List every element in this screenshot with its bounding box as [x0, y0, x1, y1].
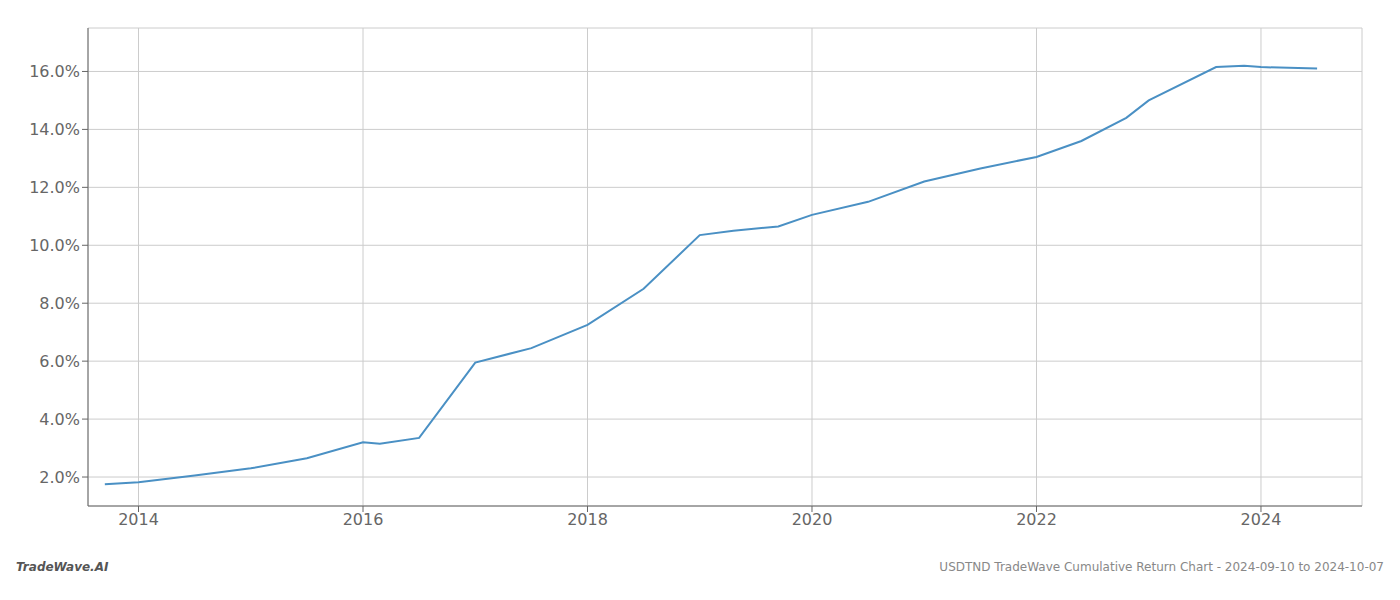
svg-text:12.0%: 12.0% — [29, 178, 80, 197]
html-text:TradeWave.AI: TradeWave.AI — [16, 560, 109, 574]
html-text:USDTND TradeWave Cumulative Re: USDTND TradeWave Cumulative Return Chart… — [939, 560, 1384, 574]
svg-text:14.0%: 14.0% — [29, 120, 80, 139]
svg-text:2014: 2014 — [118, 510, 159, 529]
svg-text:2018: 2018 — [567, 510, 608, 529]
svg-text:2020: 2020 — [792, 510, 833, 529]
svg-text:8.0%: 8.0% — [39, 294, 80, 313]
svg-text:2022: 2022 — [1016, 510, 1057, 529]
svg-text:2024: 2024 — [1241, 510, 1282, 529]
svg-text:16.0%: 16.0% — [29, 62, 80, 81]
svg-text:2016: 2016 — [343, 510, 384, 529]
svg-text:4.0%: 4.0% — [39, 410, 80, 429]
svg-text:6.0%: 6.0% — [39, 352, 80, 371]
svg-text:10.0%: 10.0% — [29, 236, 80, 255]
svg-text:2.0%: 2.0% — [39, 468, 80, 487]
